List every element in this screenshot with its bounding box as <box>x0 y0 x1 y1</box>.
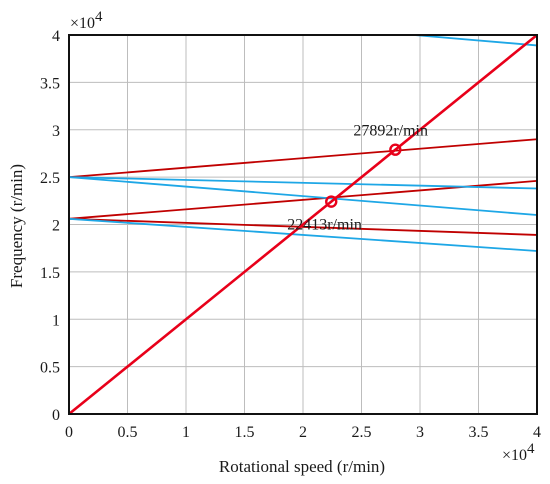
y-tick-label: 2 <box>52 218 60 235</box>
y-tick-label: 1.5 <box>40 265 60 282</box>
x-tick-label: 4 <box>533 424 541 441</box>
frequency-line-red-0 <box>68 138 538 179</box>
x-tick-labels: 0 0.5 1 1.5 2 2.5 3 3.5 4 <box>65 424 541 441</box>
x-tick-label: 0 <box>65 424 73 441</box>
y-tick-labels: 0 0.5 1 1.5 2 2.5 3 3.5 4 <box>40 28 60 424</box>
rotational-speed-line-7 <box>68 33 538 416</box>
y-tick-label: 2.5 <box>40 170 60 187</box>
x-axis-label: Rotational speed (r/min) <box>219 457 385 476</box>
intersection-label: 27892r/min <box>353 123 428 140</box>
y-tick-label: 4 <box>52 28 60 45</box>
y-multiplier: ×104 <box>70 9 103 32</box>
x-tick-label: 1 <box>182 424 190 441</box>
y-multiplier-base: ×10 <box>70 15 95 32</box>
y-tick-label: 3 <box>52 123 60 140</box>
x-tick-label: 3.5 <box>469 424 489 441</box>
frequency-line-blue-4 <box>68 176 538 190</box>
y-tick-label: 0 <box>52 407 60 424</box>
y-tick-label: 1 <box>52 312 60 329</box>
intersection-markers <box>325 143 402 208</box>
annotations: 22413r/min 27892r/min <box>287 123 428 234</box>
y-tick-label: 3.5 <box>40 75 60 92</box>
x-multiplier: ×104 <box>502 441 535 464</box>
plot-frame <box>68 34 538 415</box>
y-multiplier-exp: 4 <box>95 9 103 25</box>
intersection-marker <box>325 195 338 208</box>
y-axis-label: Frequency (r/min) <box>7 164 26 288</box>
series-lines <box>68 33 538 416</box>
x-tick-label: 3 <box>416 424 424 441</box>
x-tick-label: 2.5 <box>352 424 372 441</box>
y-tick-label: 0.5 <box>40 360 60 377</box>
intersection-marker <box>389 143 402 156</box>
x-tick-label: 2 <box>299 424 307 441</box>
x-tick-label: 1.5 <box>235 424 255 441</box>
frequency-line-blue-6 <box>414 34 538 47</box>
x-multiplier-base: ×10 <box>502 447 527 464</box>
intersection-label: 22413r/min <box>287 217 362 234</box>
frequency-line-blue-5 <box>68 217 538 252</box>
x-multiplier-exp: 4 <box>527 441 535 457</box>
frequency-line-red-2 <box>68 217 538 236</box>
frequency-line-blue-3 <box>68 176 538 216</box>
x-tick-label: 0.5 <box>118 424 138 441</box>
